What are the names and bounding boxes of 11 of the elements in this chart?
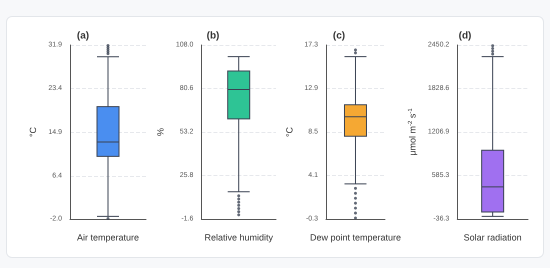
x-tick-label: Dew point temperature: [310, 232, 401, 242]
y-axis-title: °C: [28, 126, 38, 138]
x-tick-label: Solar radiation: [464, 232, 522, 242]
x-tick-label: Relative humidity: [204, 232, 274, 242]
chart-title: (d): [458, 30, 472, 42]
x-tick-label: Air temperature: [76, 232, 140, 242]
y-axis-title: °C: [284, 126, 294, 138]
chart-title: (a): [76, 30, 90, 42]
chart-title: (c): [332, 30, 346, 42]
chart-title: (b): [206, 30, 220, 42]
y-axis-title: %: [156, 128, 166, 136]
